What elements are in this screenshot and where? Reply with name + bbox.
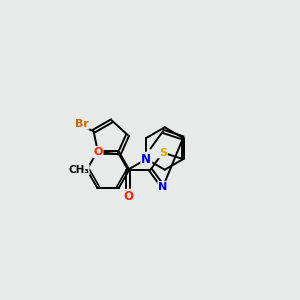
Text: O: O [74, 165, 84, 175]
Text: S: S [159, 148, 167, 158]
Text: N: N [141, 153, 152, 166]
Text: Br: Br [75, 119, 88, 129]
Text: CH₃: CH₃ [68, 165, 89, 175]
Text: O: O [93, 147, 103, 157]
Text: O: O [123, 190, 133, 203]
Text: N: N [158, 182, 167, 192]
